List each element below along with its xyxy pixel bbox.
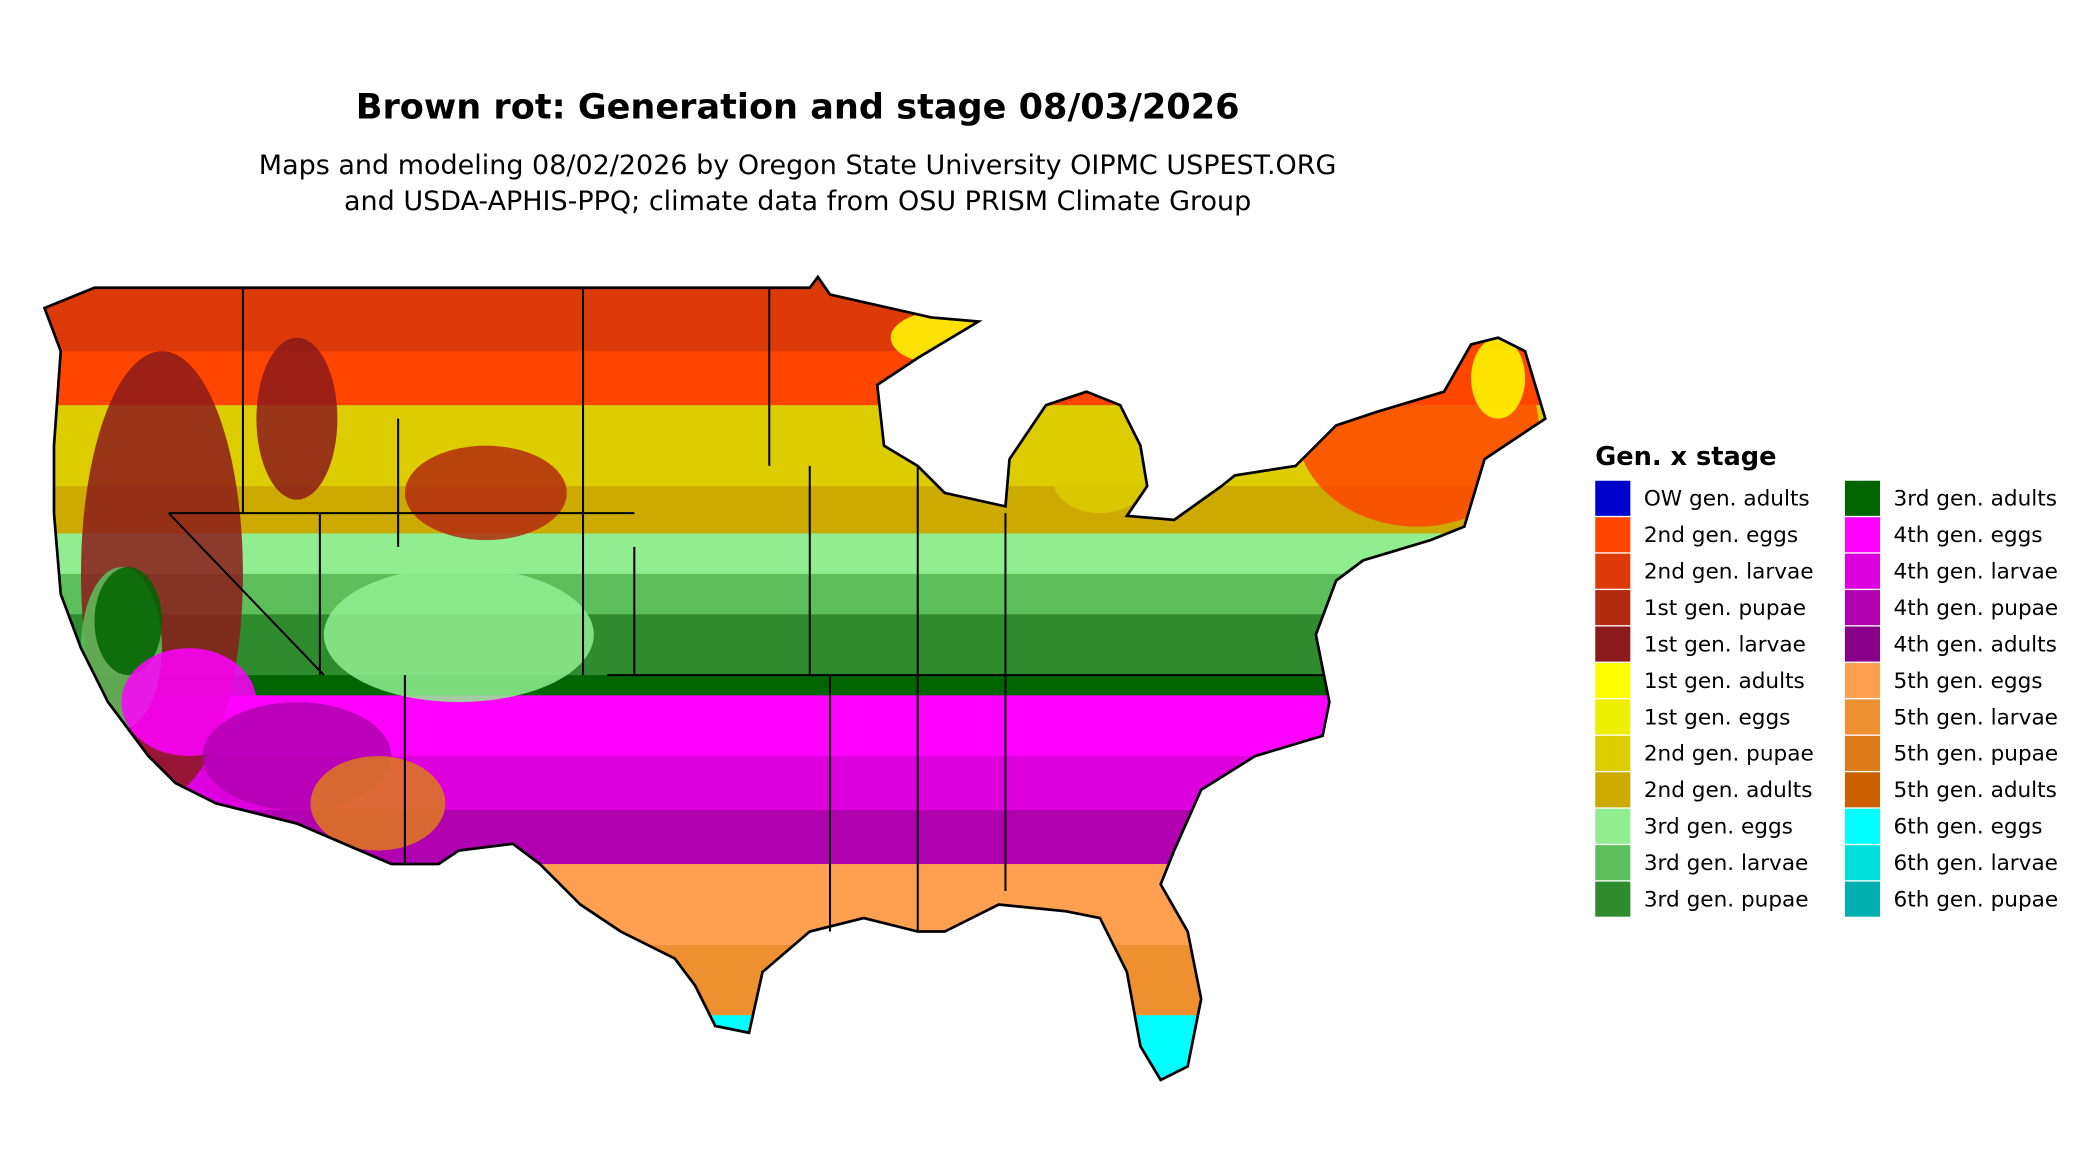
legend-swatch — [1595, 881, 1631, 917]
legend-swatch — [1595, 845, 1631, 881]
legend-label: 6th gen. pupae — [1894, 887, 2059, 912]
legend-label: 4th gen. larvae — [1894, 560, 2058, 585]
map-zone — [310, 756, 446, 851]
legend-label: 1st gen. pupae — [1644, 596, 1806, 621]
legend-swatch — [1595, 662, 1631, 699]
legend-label: OW gen. adults — [1644, 487, 1810, 512]
map-zone — [1471, 337, 1526, 419]
legend-label: 1st gen. adults — [1644, 669, 1805, 694]
legend-label: 3rd gen. pupae — [1644, 887, 1809, 912]
map-zone — [44, 810, 1546, 866]
map-zone — [44, 945, 1546, 1017]
legend-swatch — [1844, 772, 1881, 808]
legend: OW gen. adults 2nd gen. eggs 2nd gen. larv… — [1595, 480, 2059, 917]
legend-swatch — [1595, 480, 1631, 516]
legend-label: 5th gen. eggs — [1894, 669, 2043, 694]
map-zone — [404, 445, 567, 541]
legend-swatch — [1844, 626, 1881, 662]
legend-label: 4th gen. pupae — [1894, 596, 2059, 621]
state-lines — [167, 287, 1323, 932]
legend-label: 1st gen. eggs — [1644, 705, 1791, 730]
legend-swatch — [1595, 772, 1631, 808]
subtitle: Maps and modeling 08/02/2026 by Oregon S… — [259, 150, 1337, 181]
legend-swatch — [1595, 517, 1631, 553]
legend-swatch — [1595, 808, 1631, 844]
legend-swatch — [1595, 553, 1631, 589]
legend-label: 4th gen. eggs — [1894, 523, 2043, 548]
legend-swatch — [1844, 553, 1881, 589]
legend-swatch — [1595, 626, 1631, 662]
map-zone — [256, 337, 338, 500]
legend-swatch — [1844, 662, 1881, 699]
map-zone — [44, 864, 1546, 947]
legend-label: 3rd gen. eggs — [1644, 815, 1793, 840]
legend-label: 5th gen. larvae — [1894, 705, 2058, 730]
map-zone — [44, 1015, 1546, 1080]
map-title: Brown rot: Generation and stage 08/03/20… — [356, 86, 1240, 127]
legend-label: 3rd gen. larvae — [1644, 851, 1809, 876]
legend-label: 4th gen. adults — [1894, 632, 2057, 657]
legend-swatch — [1844, 881, 1881, 917]
legend-label: 6th gen. larvae — [1894, 851, 2058, 876]
legend-swatch — [1595, 699, 1631, 735]
subtitle: and USDA-APHIS-PPQ; climate data from OS… — [344, 186, 1251, 217]
legend-swatch — [1844, 480, 1881, 516]
legend-label: 3rd gen. adults — [1894, 487, 2057, 512]
legend-label: 5th gen. adults — [1894, 778, 2057, 803]
legend-swatch — [1844, 845, 1881, 881]
legend-label: 6th gen. eggs — [1894, 815, 2043, 840]
legend-label: 2nd gen. pupae — [1644, 742, 1814, 767]
legend-label: 2nd gen. eggs — [1644, 523, 1798, 548]
map-zone — [1052, 445, 1148, 514]
legend-swatch — [1595, 735, 1631, 771]
legend-label: 1st gen. larvae — [1644, 632, 1806, 657]
legend-title: Gen. x stage — [1595, 442, 1776, 472]
map-zone — [94, 567, 162, 676]
map-zone — [323, 567, 594, 703]
legend-label: 2nd gen. adults — [1644, 778, 1813, 803]
map-zone — [44, 573, 1546, 616]
legend-swatch — [1844, 590, 1881, 626]
legend-swatch — [1844, 517, 1881, 553]
legend-swatch — [1595, 590, 1631, 626]
country-outline — [42, 274, 1547, 1082]
legend-swatch — [1844, 735, 1881, 771]
legend-swatch — [1844, 699, 1881, 735]
legend-label: 5th gen. pupae — [1894, 742, 2059, 767]
legend-swatch — [1844, 808, 1881, 844]
legend-label: 2nd gen. larvae — [1644, 560, 1814, 585]
map-zone — [44, 533, 1546, 576]
